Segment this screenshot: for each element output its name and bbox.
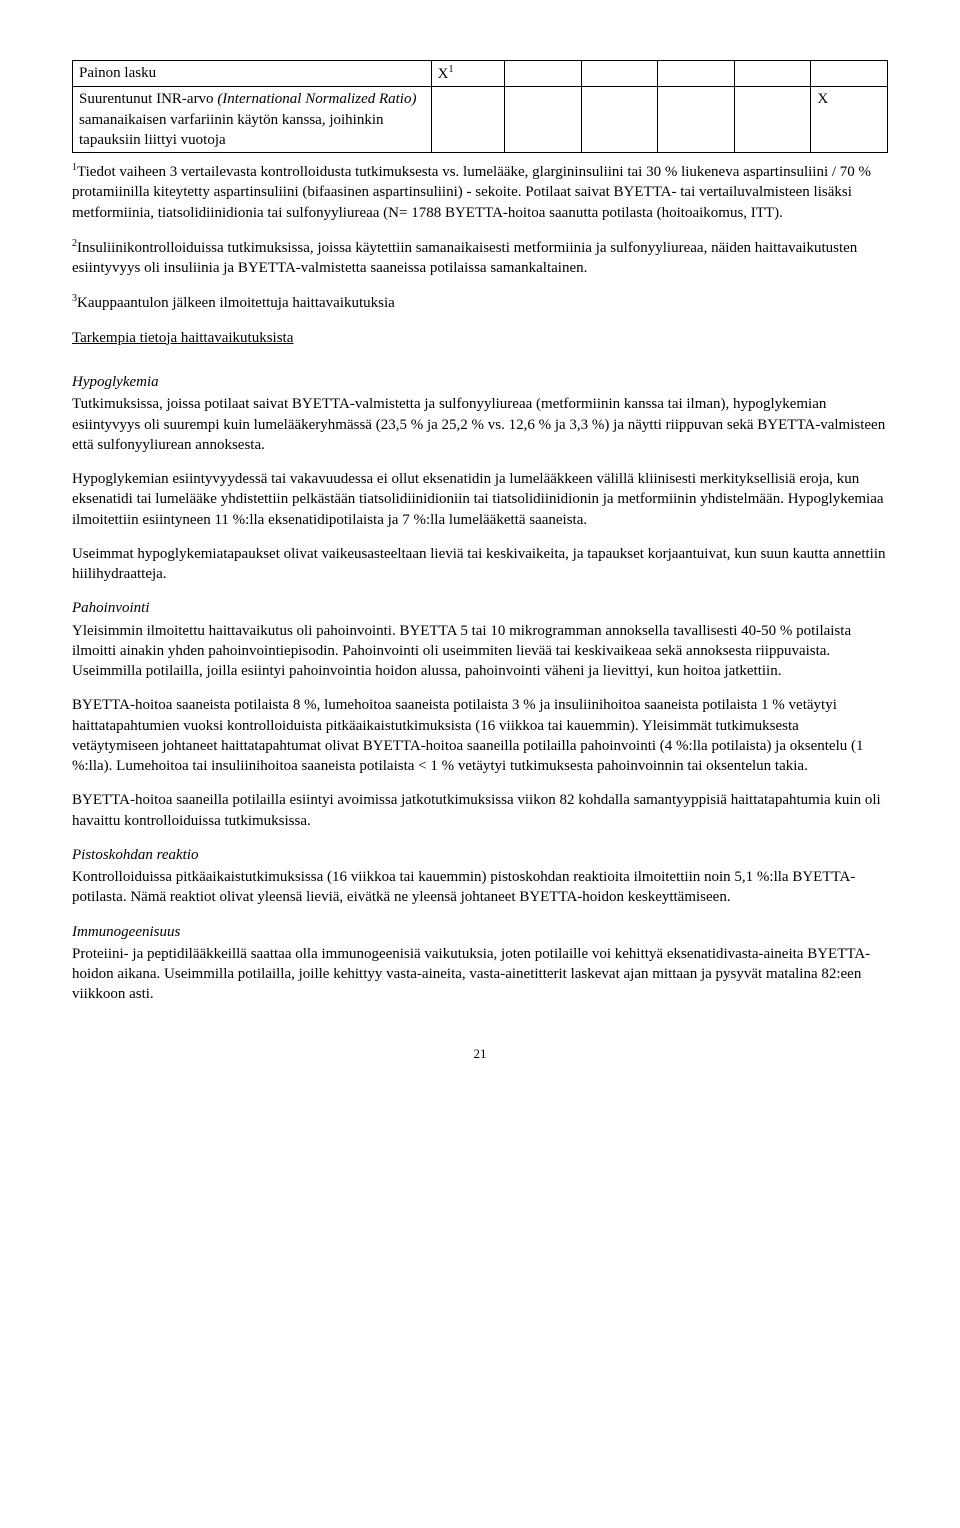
cell <box>581 61 658 87</box>
cell-mark: X1 <box>431 61 504 87</box>
adverse-events-table: Painon lasku X1 Suurentunut INR-arvo (In… <box>72 60 888 153</box>
injection-paragraph-1: Kontrolloiduissa pitkäaikaistutkimuksiss… <box>72 867 888 908</box>
footnote-2: 2Insuliinikontrolloiduissa tutkimuksissa… <box>72 237 888 279</box>
cell <box>431 87 504 153</box>
row-label: Painon lasku <box>73 61 432 87</box>
hypo-paragraph-1: Tutkimuksissa, joissa potilaat saivat BY… <box>72 394 888 455</box>
subheading-pahoinvointi: Pahoinvointi <box>72 598 888 618</box>
cell <box>581 87 658 153</box>
footnote-3: 3Kauppaantulon jälkeen ilmoitettuja hait… <box>72 292 888 313</box>
cell-mark: X <box>811 87 888 153</box>
cell <box>658 61 735 87</box>
cell <box>504 87 581 153</box>
hypo-paragraph-2: Hypoglykemian esiintyvyydessä tai vakavu… <box>72 469 888 530</box>
nausea-paragraph-2: BYETTA-hoitoa saaneista potilaista 8 %, … <box>72 695 888 776</box>
page-number: 21 <box>72 1045 888 1063</box>
footnote-1: 1Tiedot vaiheen 3 vertailevasta kontroll… <box>72 161 888 223</box>
nausea-paragraph-3: BYETTA-hoitoa saaneilla potilailla esiin… <box>72 790 888 831</box>
section-heading-more-info: Tarkempia tietoja haittavaikutuksista <box>72 328 888 348</box>
table-row: Painon lasku X1 <box>73 61 888 87</box>
subheading-immunogeenisuus: Immunogeenisuus <box>72 922 888 942</box>
cell <box>734 87 811 153</box>
nausea-paragraph-1: Yleisimmin ilmoitettu haittavaikutus oli… <box>72 621 888 682</box>
hypo-paragraph-3: Useimmat hypoglykemiatapaukset olivat va… <box>72 544 888 585</box>
cell <box>734 61 811 87</box>
cell <box>811 61 888 87</box>
subheading-hypoglykemia: Hypoglykemia <box>72 372 888 392</box>
cell <box>504 61 581 87</box>
immuno-paragraph-1: Proteiini- ja peptidilääkkeillä saattaa … <box>72 944 888 1005</box>
cell <box>658 87 735 153</box>
row-label: Suurentunut INR-arvo (International Norm… <box>73 87 432 153</box>
table-row: Suurentunut INR-arvo (International Norm… <box>73 87 888 153</box>
subheading-pistoskohdan: Pistoskohdan reaktio <box>72 845 888 865</box>
